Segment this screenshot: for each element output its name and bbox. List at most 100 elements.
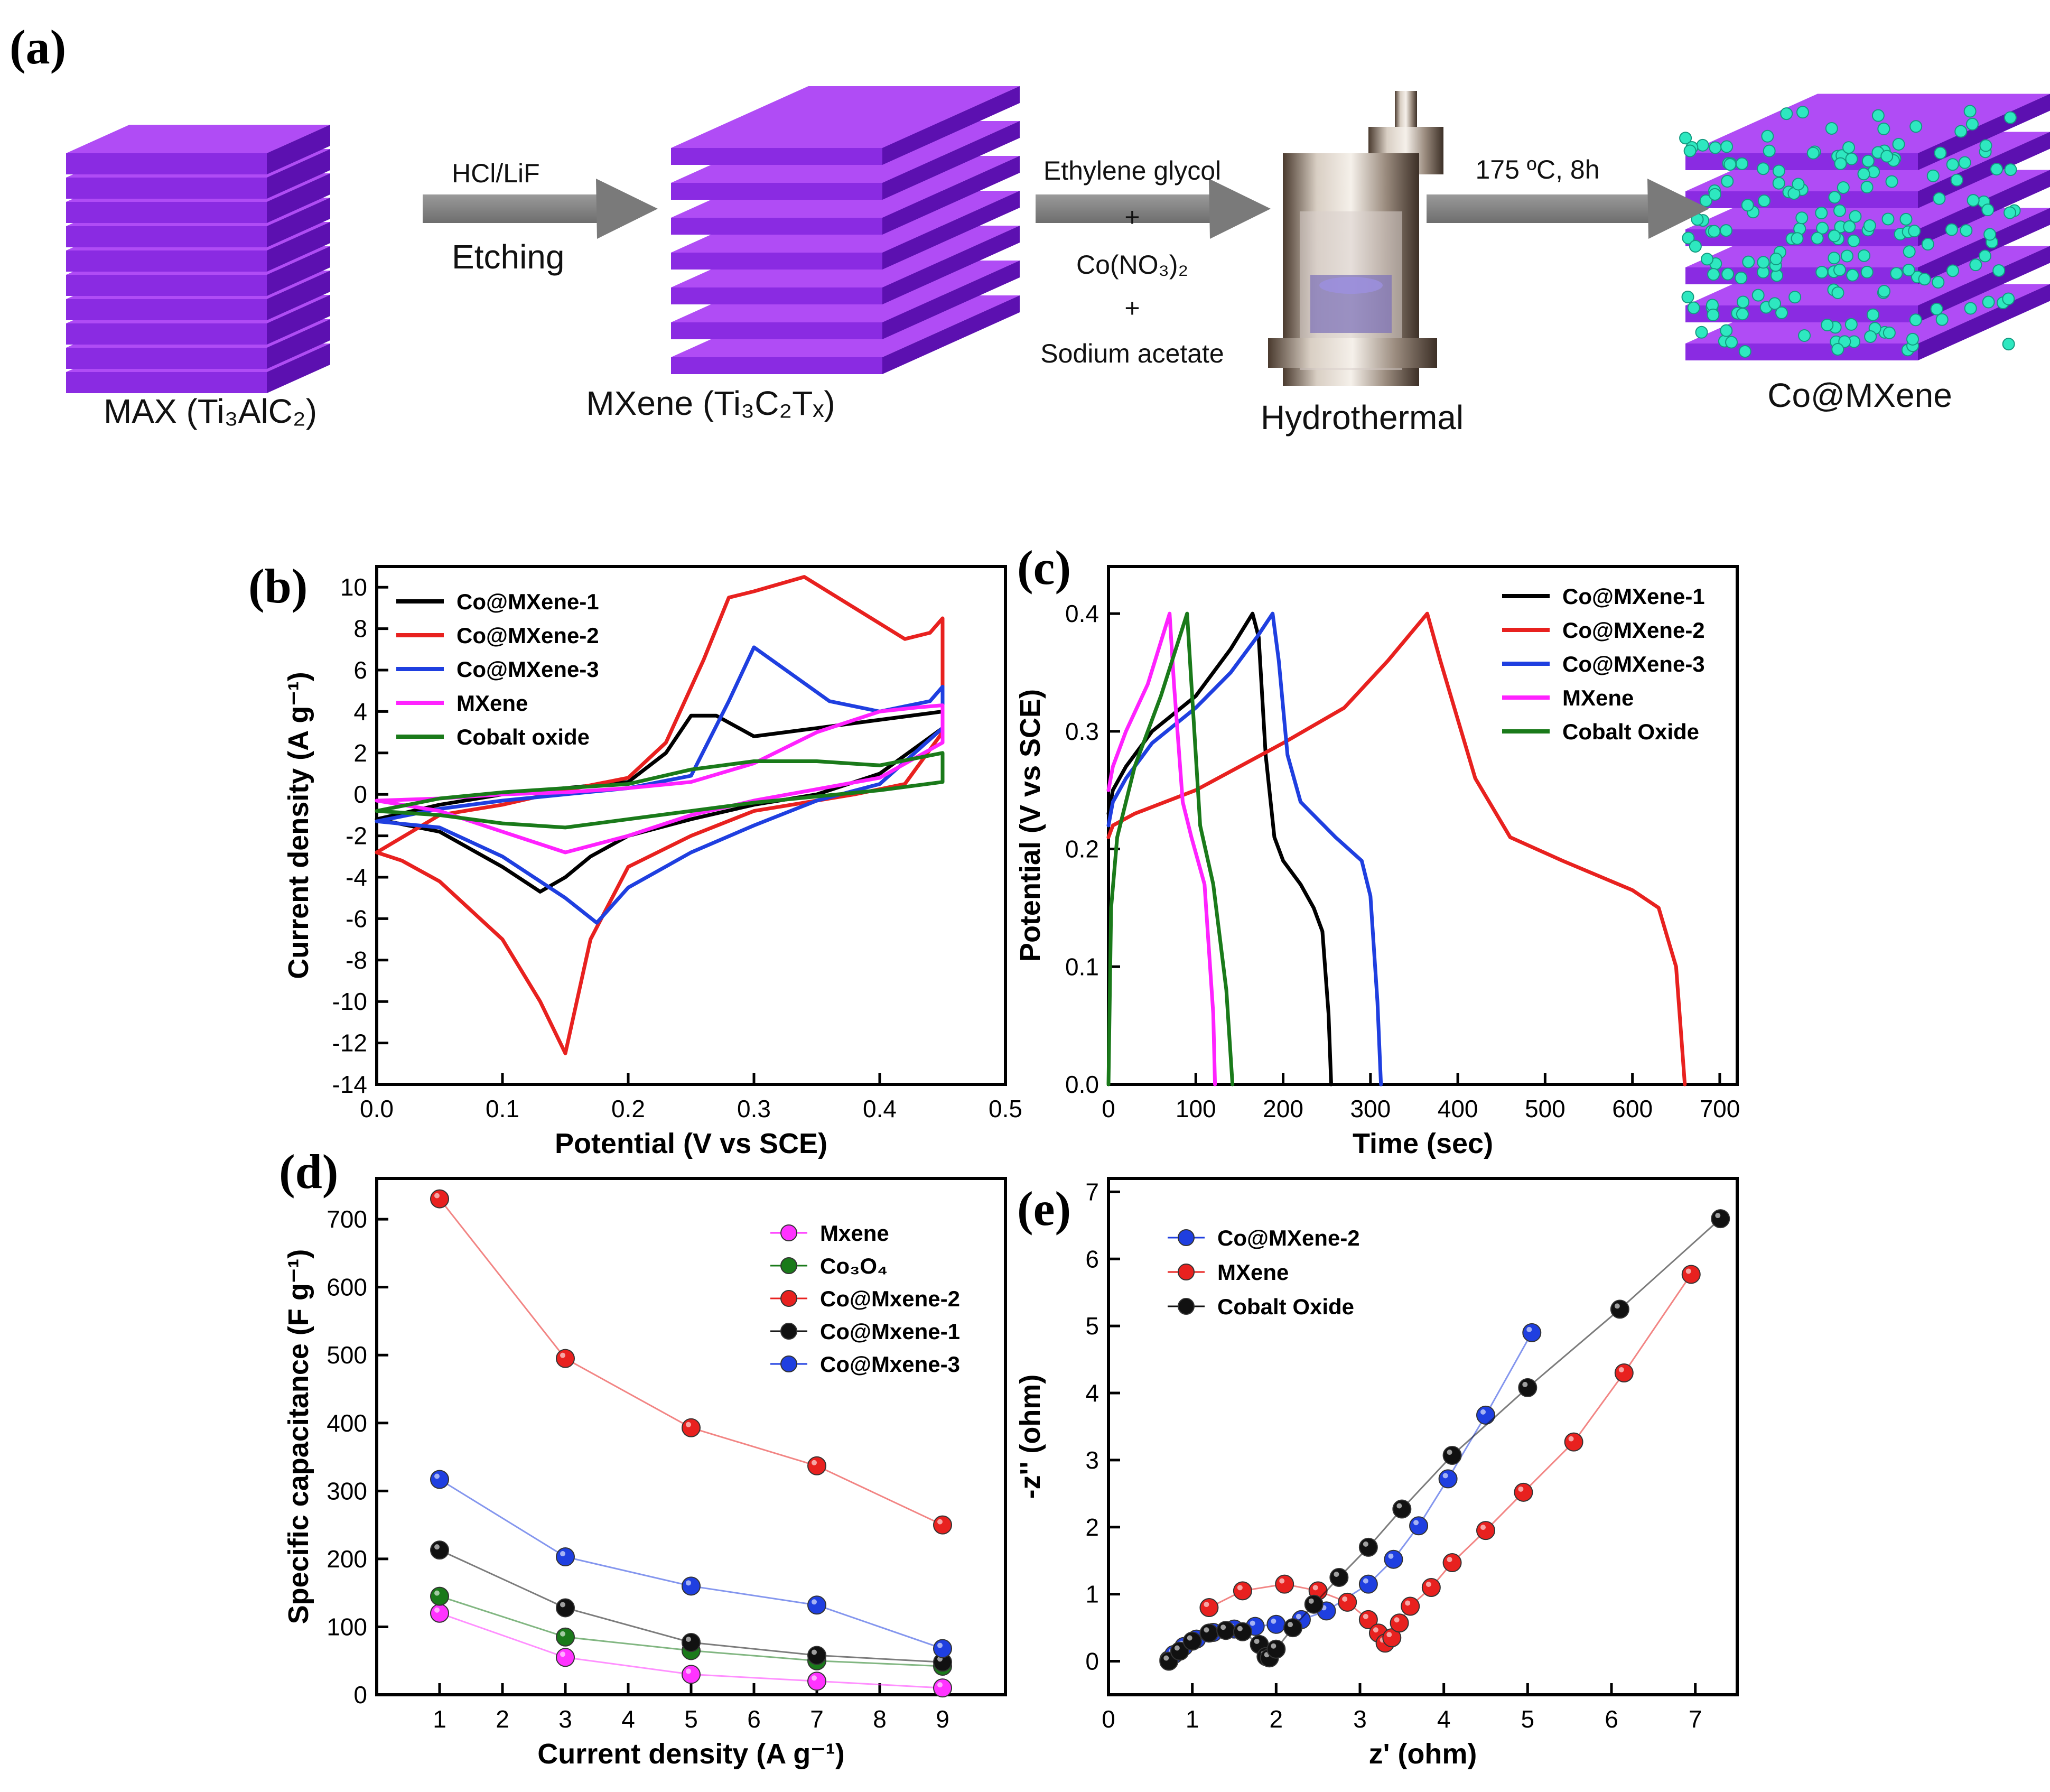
cobalt-particle bbox=[1707, 308, 1720, 321]
data-point-highlight bbox=[1279, 1578, 1285, 1584]
cobalt-particle bbox=[1772, 164, 1785, 178]
legend-label: MXene bbox=[456, 691, 528, 716]
cobalt-particle bbox=[1737, 295, 1750, 309]
cobalt-particle bbox=[1863, 219, 1876, 233]
cobalt-particle bbox=[1840, 249, 1853, 263]
x-tick-label: 0.2 bbox=[611, 1095, 645, 1122]
arrow-heating bbox=[1427, 179, 1709, 239]
data-point-highlight bbox=[686, 1668, 691, 1674]
data-point-highlight bbox=[1271, 1643, 1276, 1649]
cobalt-particle bbox=[1806, 146, 1820, 160]
x-tick-label: 200 bbox=[1263, 1095, 1303, 1122]
data-point-highlight bbox=[560, 1602, 565, 1608]
data-point-highlight bbox=[1296, 1613, 1301, 1619]
cobalt-particle bbox=[1960, 224, 1973, 237]
y-tick-label: 5 bbox=[1085, 1312, 1099, 1340]
y-tick-label: 0 bbox=[353, 781, 367, 808]
data-point bbox=[556, 1349, 575, 1368]
data-point-highlight bbox=[1363, 1578, 1368, 1584]
cobalt-particle bbox=[1758, 194, 1771, 208]
data-point bbox=[1522, 1323, 1542, 1342]
data-point-highlight bbox=[1237, 1626, 1243, 1631]
x-tick-label: 4 bbox=[621, 1705, 635, 1733]
data-point bbox=[1216, 1621, 1236, 1640]
data-point-highlight bbox=[1568, 1436, 1574, 1442]
cobalt-particle bbox=[1811, 231, 1824, 245]
legend-marker bbox=[780, 1290, 797, 1307]
x-tick-label: 0.4 bbox=[863, 1095, 897, 1122]
legend-marker bbox=[780, 1257, 797, 1274]
legend-label: Co@MXene-2 bbox=[1217, 1225, 1360, 1250]
cobalt-particle bbox=[1696, 138, 1709, 152]
data-point-highlight bbox=[1396, 1503, 1402, 1509]
cobalt-particle bbox=[1825, 122, 1838, 135]
cobalt-particle bbox=[1932, 275, 1945, 289]
x-tick-label: 5 bbox=[684, 1705, 698, 1733]
data-point-highlight bbox=[686, 1580, 691, 1586]
y-tick-label: 3 bbox=[1085, 1446, 1099, 1474]
legend-label: Co@Mxene-3 bbox=[820, 1352, 960, 1377]
cobalt-particle bbox=[2004, 206, 2017, 219]
data-point-highlight bbox=[812, 1675, 817, 1681]
x-tick-label: 7 bbox=[1689, 1705, 1702, 1733]
data-point-highlight bbox=[434, 1193, 440, 1199]
cobalt-particle bbox=[1967, 194, 1980, 207]
cobalt-particle bbox=[1945, 223, 1958, 236]
cobalt-particle bbox=[1950, 173, 1963, 187]
data-point bbox=[1199, 1623, 1219, 1643]
cobalt-particle bbox=[1992, 264, 2006, 277]
y-tick-label: 8 bbox=[353, 615, 367, 643]
x-tick-label: 2 bbox=[1270, 1705, 1283, 1733]
cobalt-particle bbox=[1725, 336, 1738, 349]
mxene-illustration bbox=[671, 86, 1020, 374]
hydrothermal-reactor-illustration bbox=[1268, 91, 1443, 386]
data-point bbox=[1438, 1469, 1458, 1489]
y-tick-label: 1 bbox=[1085, 1581, 1099, 1608]
cobalt-particle bbox=[1930, 302, 1943, 315]
series-line bbox=[1168, 1218, 1721, 1663]
data-point bbox=[1392, 1499, 1412, 1519]
data-point-highlight bbox=[1413, 1520, 1419, 1526]
y-tick-label: 200 bbox=[327, 1545, 367, 1573]
x-tick-label: 300 bbox=[1350, 1095, 1391, 1122]
y-tick-label: 0 bbox=[1085, 1648, 1099, 1675]
y-tick-label: 0.3 bbox=[1065, 718, 1099, 745]
y-tick-label: 100 bbox=[327, 1613, 367, 1640]
legend-label: Co@MXene-3 bbox=[456, 657, 599, 682]
cobalt-particle bbox=[2002, 338, 2015, 351]
cobalt-particle bbox=[1906, 332, 1919, 346]
max-layer bbox=[66, 125, 330, 174]
y-tick-label: 0 bbox=[353, 1681, 367, 1709]
data-point bbox=[682, 1665, 701, 1684]
cobalt-particle bbox=[1831, 286, 1844, 300]
data-point-highlight bbox=[937, 1642, 943, 1648]
data-point bbox=[1711, 1209, 1730, 1229]
cobalt-particle bbox=[1721, 267, 1735, 281]
series-line bbox=[1106, 611, 1383, 1087]
data-point bbox=[1564, 1432, 1583, 1452]
y-tick-label: 0.1 bbox=[1065, 953, 1099, 980]
cobalt-particle bbox=[1899, 212, 1913, 226]
data-point bbox=[430, 1470, 449, 1489]
data-point-highlight bbox=[1715, 1213, 1721, 1219]
cobalt-particle bbox=[1815, 266, 1829, 279]
legend-label: Mxene bbox=[820, 1221, 889, 1246]
cobalt-particle bbox=[1969, 258, 1982, 272]
x-tick-label: 1 bbox=[1186, 1705, 1199, 1733]
x-tick-label: 400 bbox=[1438, 1095, 1478, 1122]
data-point-highlight bbox=[1363, 1541, 1368, 1547]
data-point bbox=[1338, 1592, 1357, 1612]
max-phase-label: MAX (Ti₃AlC₂) bbox=[104, 392, 317, 430]
data-point-highlight bbox=[434, 1473, 440, 1479]
cobalt-particle bbox=[1683, 144, 1697, 157]
reagent-plus-1: + bbox=[1124, 202, 1140, 232]
legend-label: Co@MXene-2 bbox=[456, 623, 599, 648]
reagent-plus-2: + bbox=[1124, 293, 1140, 323]
data-point-highlight bbox=[812, 1460, 817, 1465]
x-axis-label: Potential (V vs SCE) bbox=[555, 1128, 827, 1159]
data-point-highlight bbox=[1425, 1581, 1431, 1587]
data-point-highlight bbox=[1363, 1613, 1368, 1619]
cobalt-particle bbox=[1761, 129, 1774, 143]
cobalt-particle bbox=[1909, 120, 1923, 133]
data-point-highlight bbox=[1526, 1326, 1532, 1332]
